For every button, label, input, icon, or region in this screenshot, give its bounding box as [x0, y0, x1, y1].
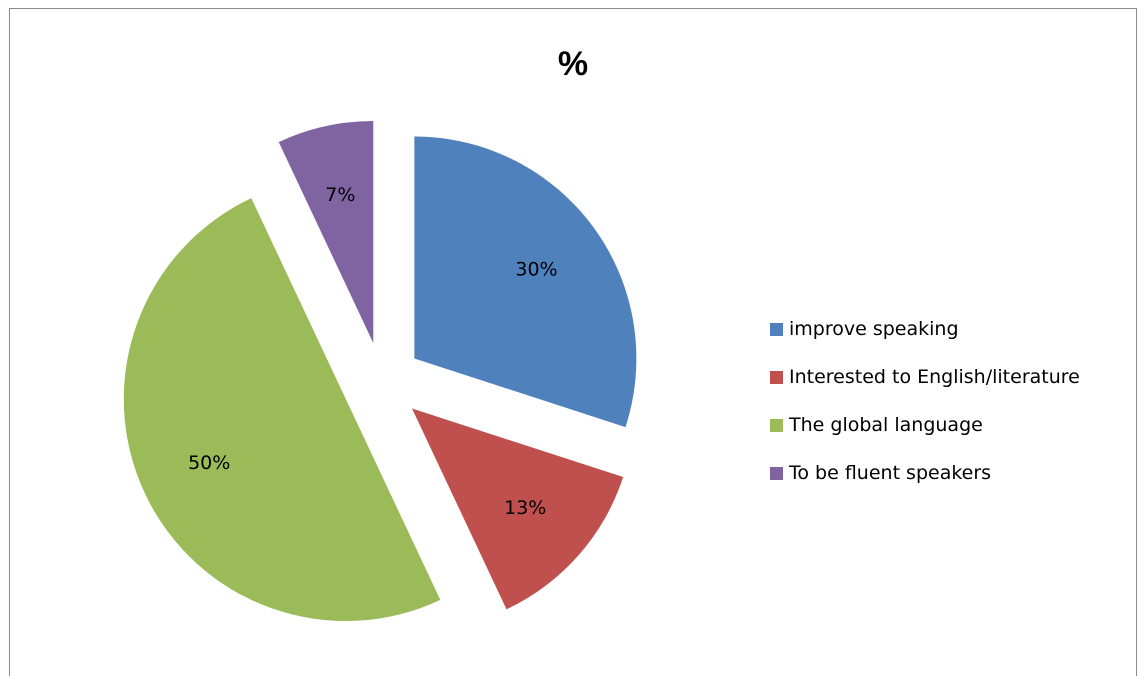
slice-data-label: 13%	[504, 497, 546, 519]
chart-legend: improve speaking Interested to English/l…	[770, 305, 1080, 497]
legend-swatch	[770, 322, 783, 336]
slice-data-label: 50%	[188, 452, 230, 474]
slice-data-label: 30%	[515, 258, 557, 280]
pie-slice	[278, 120, 374, 343]
legend-label: Interested to English/literature	[789, 366, 1080, 388]
legend-label: To be fluent speakers	[789, 462, 992, 484]
legend-item-fluent-speakers: To be fluent speakers	[770, 449, 1080, 497]
legend-item-improve-speaking: improve speaking	[770, 305, 1080, 353]
legend-label: improve speaking	[789, 318, 959, 340]
pie-slice	[414, 136, 637, 428]
slice-data-label: 7%	[325, 184, 355, 206]
legend-swatch	[770, 418, 783, 432]
legend-swatch	[770, 370, 783, 384]
pie-slice	[123, 198, 441, 622]
legend-item-interested-english-literature: Interested to English/literature	[770, 353, 1080, 401]
chart-title: %	[557, 45, 589, 83]
pie-slice	[412, 408, 624, 610]
legend-label: The global language	[789, 414, 983, 436]
legend-item-global-language: The global language	[770, 401, 1080, 449]
legend-swatch	[770, 466, 783, 480]
